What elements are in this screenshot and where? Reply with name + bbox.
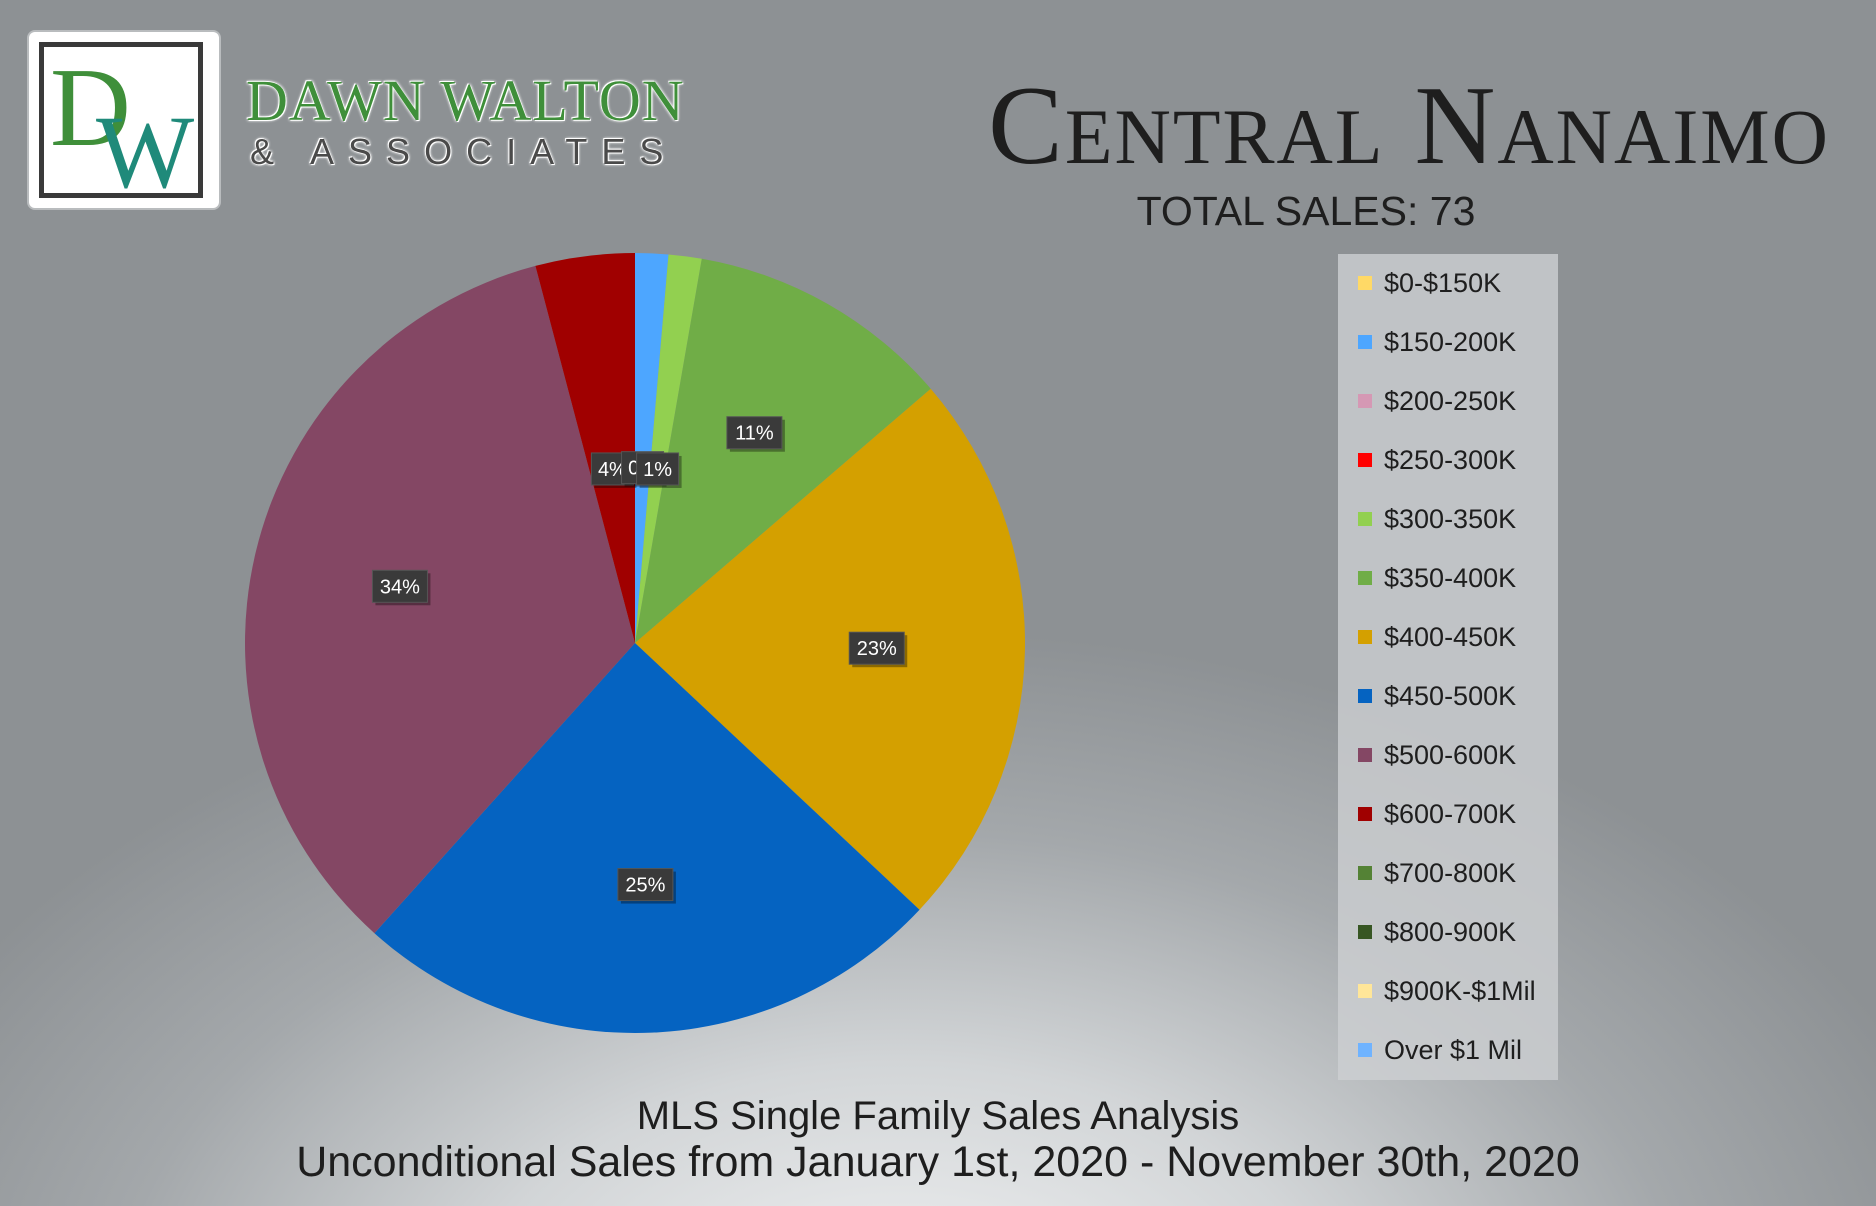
legend-item-150-200k: $150-200K (1358, 327, 1516, 357)
legend-label: $450-500K (1384, 680, 1517, 711)
pie-slice-450-500k (374, 643, 920, 1033)
pie-slice-400-450k (635, 388, 1026, 910)
svg-text:23%: 23% (857, 638, 897, 660)
legend-swatch (1358, 984, 1372, 998)
legend-swatch (1358, 748, 1372, 762)
legend-swatch (1358, 571, 1372, 585)
legend-label: $600-700K (1384, 798, 1517, 829)
brand-subtitle: & ASSOCIATES (250, 131, 678, 172)
legend-label: $500-600K (1384, 739, 1517, 770)
svg-text:34%: 34% (380, 576, 420, 598)
legend-swatch (1358, 335, 1372, 349)
legend-item-800-900k: $800-900K (1358, 917, 1516, 947)
chart-legend: $0-$150K $150-200K $200-250K $250-300K $300-… (1338, 254, 1558, 1080)
svg-text:11%: 11% (735, 423, 774, 445)
legend-label: $300-350K (1384, 503, 1517, 534)
legend-item-over-1-mil: Over $1 Mil (1358, 1035, 1522, 1065)
svg-text:4%: 4% (598, 459, 627, 481)
logo-letter-d: D (50, 47, 131, 170)
legend-swatch (1358, 807, 1372, 821)
legend-label: Over $1 Mil (1384, 1034, 1523, 1065)
chart-footer-date-range: Unconditional Sales from January 1st, 20… (296, 1138, 1580, 1186)
pie-slice-300-350k (635, 254, 702, 643)
legend-item-0-150k: $0-$150K (1358, 268, 1501, 298)
svg-text:1%: 1% (643, 459, 672, 481)
data-label-400-450k: 23% (848, 631, 908, 668)
legend-label: $900K-$1Mil (1384, 975, 1536, 1006)
legend-swatch (1358, 276, 1372, 290)
legend-item-400-450k: $400-450K (1358, 622, 1516, 652)
legend-swatch (1358, 394, 1372, 408)
legend-swatch (1358, 453, 1372, 467)
legend-swatch (1358, 512, 1372, 526)
dw-monogram-logo: D W (39, 42, 203, 198)
legend-label: $0-$150K (1384, 267, 1502, 298)
page-title: Central Nanaimo (988, 64, 1830, 188)
legend-item-600-700k: $600-700K (1358, 799, 1516, 829)
legend-swatch (1358, 689, 1372, 703)
legend-item-350-400k: $350-400K (1358, 563, 1516, 593)
legend-item-450-500k: $450-500K (1358, 681, 1516, 711)
legend-item-200-250k: $200-250K (1358, 386, 1516, 416)
legend-label: $200-250K (1384, 385, 1517, 416)
legend-swatch (1358, 925, 1372, 939)
chart-footer-title: MLS Single Family Sales Analysis (636, 1094, 1240, 1138)
logo-box: D W (29, 32, 219, 208)
legend-label: $150-200K (1384, 326, 1517, 357)
data-label-450-500k: 25% (617, 868, 676, 904)
legend-label: $350-400K (1384, 562, 1517, 593)
data-label-300-350k: 1% (636, 452, 682, 488)
svg-text:25%: 25% (625, 875, 665, 897)
legend-item-900k-1mil: $900K-$1Mil (1358, 976, 1536, 1006)
legend-label: $250-300K (1384, 444, 1517, 475)
pie-slice-350-400k (635, 258, 931, 643)
pie-slice-500-600k (245, 265, 635, 934)
legend-item-700-800k: $700-800K (1358, 858, 1516, 888)
data-label-350-400k: 11% (726, 416, 785, 452)
legend-swatch (1358, 630, 1372, 644)
legend-label: $400-450K (1384, 621, 1517, 652)
legend-item-300-350k: $300-350K (1358, 504, 1516, 534)
legend-label: $700-800K (1384, 857, 1517, 888)
total-sales: TOTAL SALES: 73 (1136, 188, 1476, 234)
legend-item-500-600k: $500-600K (1358, 740, 1516, 770)
legend-label: $800-900K (1384, 916, 1517, 947)
logo-letter-w: W (96, 95, 194, 193)
legend-swatch (1358, 1043, 1372, 1057)
legend-swatch (1358, 866, 1372, 880)
pie-slice-150-200k (635, 253, 669, 643)
brand-name: DAWN WALTON (246, 68, 685, 133)
pie-slice-600-700k (535, 253, 635, 643)
legend-item-250-300k: $250-300K (1358, 445, 1516, 475)
data-label-500-600k: 34% (371, 569, 431, 606)
